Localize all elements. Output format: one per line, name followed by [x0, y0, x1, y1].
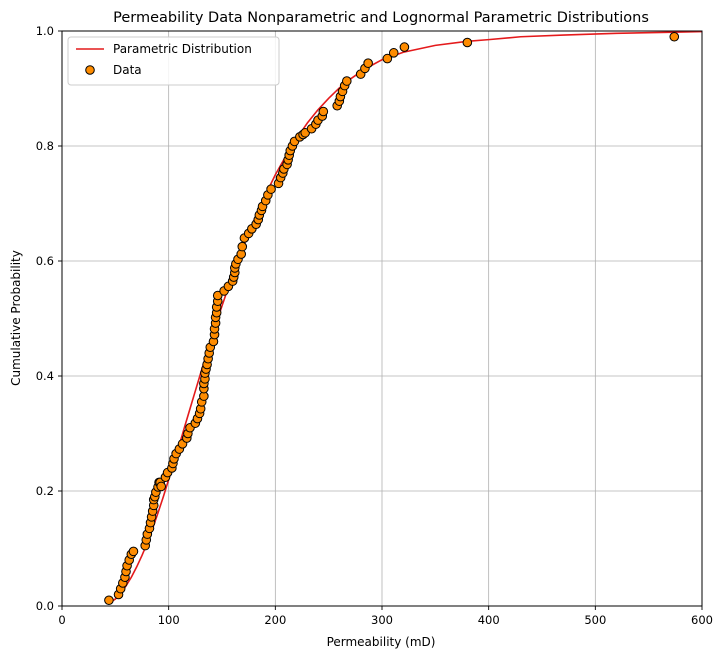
y-tick-label: 0.8: [36, 139, 54, 153]
x-tick-label: 300: [371, 613, 393, 627]
legend-label-data: Data: [113, 63, 142, 77]
plot-area: 0 100 200 300 400 500 600 0.0 0.2 0.4 0.6 0.8 1.0: [36, 24, 713, 627]
data-point: [237, 241, 248, 252]
y-tick-label: 0.4: [36, 369, 54, 383]
data-point: [669, 31, 680, 42]
x-tick-label: 400: [478, 613, 500, 627]
y-tick-label: 0.0: [36, 599, 54, 613]
x-tick-label: 600: [691, 613, 713, 627]
data-point: [363, 58, 373, 69]
chart-title: Permeability Data Nonparametric and Logn…: [113, 10, 649, 26]
x-tick-label: 100: [158, 613, 180, 627]
y-tick-label: 0.6: [36, 254, 54, 268]
data-point: [156, 481, 166, 492]
x-tick-label: 500: [584, 613, 606, 627]
data-point: [462, 37, 473, 48]
x-tick-label: 0: [58, 613, 65, 627]
data-point: [318, 106, 329, 117]
legend: Parametric Distribution Data: [67, 36, 280, 86]
legend-label-parametric-distribution: Parametric Distribution: [113, 42, 252, 56]
data-point: [382, 53, 393, 64]
data-point: [212, 290, 223, 301]
x-axis-label: Permeability (mD): [327, 635, 436, 649]
data-point: [266, 184, 276, 194]
data-point: [399, 42, 410, 52]
x-tick-label: 200: [264, 613, 286, 627]
data-point: [388, 48, 399, 58]
y-tick-label: 1.0: [36, 24, 54, 38]
y-axis-label: Cumulative Probability: [9, 250, 23, 386]
data-point: [342, 76, 352, 86]
data-point: [128, 546, 139, 557]
y-tick-label: 0.2: [36, 484, 54, 498]
data-point: [104, 595, 114, 606]
legend-box: [67, 36, 280, 86]
legend-marker-swatch: [85, 65, 95, 75]
